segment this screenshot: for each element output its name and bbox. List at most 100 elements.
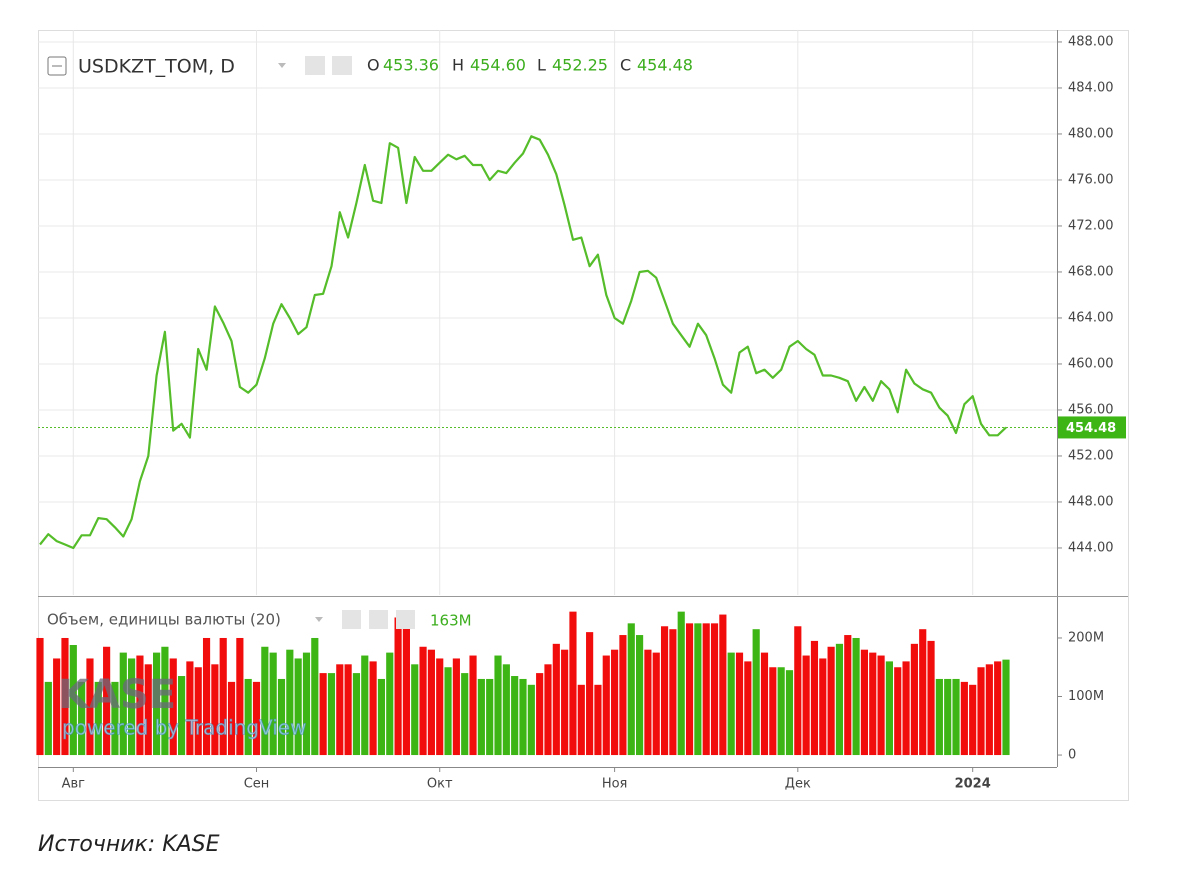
y-tick-label: 488.00 (1068, 34, 1114, 49)
x-tick-label: Окт (427, 777, 453, 792)
volume-bar (952, 678, 960, 756)
volume-bar (994, 661, 1002, 756)
volume-bar (153, 652, 161, 756)
volume-bar (644, 649, 652, 756)
eye-icon[interactable] (342, 610, 361, 629)
footer-source: Источник: KASE (38, 832, 220, 857)
dropdown-icon[interactable] (278, 63, 286, 68)
volume-bar (627, 623, 635, 756)
volume-bar (710, 623, 719, 756)
y-tick-label: 200M (1068, 630, 1104, 645)
volume-bar (452, 658, 460, 756)
volume-bar (128, 658, 136, 756)
volume-bar (36, 637, 44, 756)
volume-bar (44, 681, 52, 756)
volume-bar (352, 673, 361, 756)
volume-bar (802, 655, 810, 756)
volume-bar (202, 637, 211, 756)
volume-bar (394, 617, 402, 756)
y-tick-label: 480.00 (1068, 126, 1114, 141)
volume-bar (469, 655, 477, 756)
ohlc-legend: O 453.36 H 454.60 L 452.25 C 454.48 (367, 56, 693, 75)
volume-bar (502, 664, 510, 756)
volume-bar (844, 635, 852, 756)
eye-icon[interactable] (305, 56, 325, 75)
volume-bar (286, 649, 294, 756)
volume-bar (427, 649, 435, 756)
watermark-text: powered by TradingView (62, 716, 306, 740)
volume-bar (494, 655, 502, 756)
volume-bar (244, 678, 252, 756)
volume-bar (910, 643, 918, 756)
volume-bar (735, 652, 744, 756)
y-tick-label: 100M (1068, 689, 1104, 704)
volume-bar (436, 658, 444, 756)
volume-bar (477, 678, 485, 756)
ohlc-key: C (620, 56, 631, 75)
volume-bar (361, 655, 369, 756)
y-tick-label: 452.00 (1068, 448, 1114, 463)
volume-bar (53, 658, 61, 756)
volume-bar (877, 655, 885, 756)
volume-bar (660, 626, 669, 756)
dropdown-icon[interactable] (315, 617, 323, 622)
volume-bar (227, 681, 236, 756)
x-tick-label: Сен (244, 777, 270, 792)
settings-icon[interactable] (332, 56, 352, 75)
volume-bar (586, 632, 594, 756)
collapse-icon[interactable] (47, 56, 67, 76)
volume-bar (86, 658, 94, 756)
ohlc-value: 453.36 (383, 56, 439, 75)
volume-title: Объем, единицы валюты (20) (47, 611, 281, 629)
settings-icon[interactable] (369, 610, 388, 629)
volume-bar (536, 673, 544, 756)
volume-bar (461, 673, 469, 756)
symbol-title: USDKZT_TOM, D (78, 56, 235, 78)
volume-bar (835, 643, 844, 756)
volume-bar (544, 664, 552, 756)
volume-bar (977, 667, 985, 756)
ohlc-key: L (537, 56, 546, 75)
volume-bar (169, 658, 177, 756)
volume-bar (944, 678, 952, 756)
volume-bar (935, 678, 943, 756)
volume-bar (611, 649, 619, 756)
volume-bar (685, 623, 694, 756)
volume-bar (860, 649, 869, 756)
volume-bar (311, 637, 319, 756)
ohlc-key: O (367, 56, 380, 75)
volume-bar (411, 664, 419, 756)
y-tick-label: 464.00 (1068, 310, 1114, 325)
volume-bar (302, 652, 311, 756)
close-icon[interactable] (396, 610, 415, 629)
volume-bar (219, 637, 227, 756)
y-tick-label: 448.00 (1068, 494, 1114, 509)
volume-bar (677, 611, 685, 756)
volume-bar (885, 661, 893, 756)
volume-bar (752, 629, 760, 756)
volume-bar (111, 681, 119, 756)
x-tick-label: 2024 (955, 777, 991, 792)
volume-bar (236, 637, 244, 756)
volume-bar (894, 667, 902, 756)
volume-bar (919, 629, 927, 756)
volume-bar (869, 652, 877, 756)
volume-bar (119, 652, 127, 756)
volume-bar (519, 678, 527, 756)
volume-bar (161, 646, 169, 756)
volume-bar (369, 661, 377, 756)
volume-bar (827, 646, 835, 756)
volume-bar (577, 684, 585, 756)
volume-bar (652, 652, 660, 756)
price-line (39, 135, 1007, 550)
x-tick-label: Дек (785, 777, 811, 792)
ohlc-value: 454.48 (637, 56, 693, 75)
volume-bar (294, 658, 302, 756)
volume-bar (94, 681, 102, 756)
volume-bar (669, 629, 677, 756)
last-price-tag (1058, 416, 1126, 439)
volume-bar (769, 667, 777, 756)
y-tick-label: 460.00 (1068, 356, 1114, 371)
volume-bar (636, 635, 644, 756)
volume-bar (760, 652, 769, 756)
